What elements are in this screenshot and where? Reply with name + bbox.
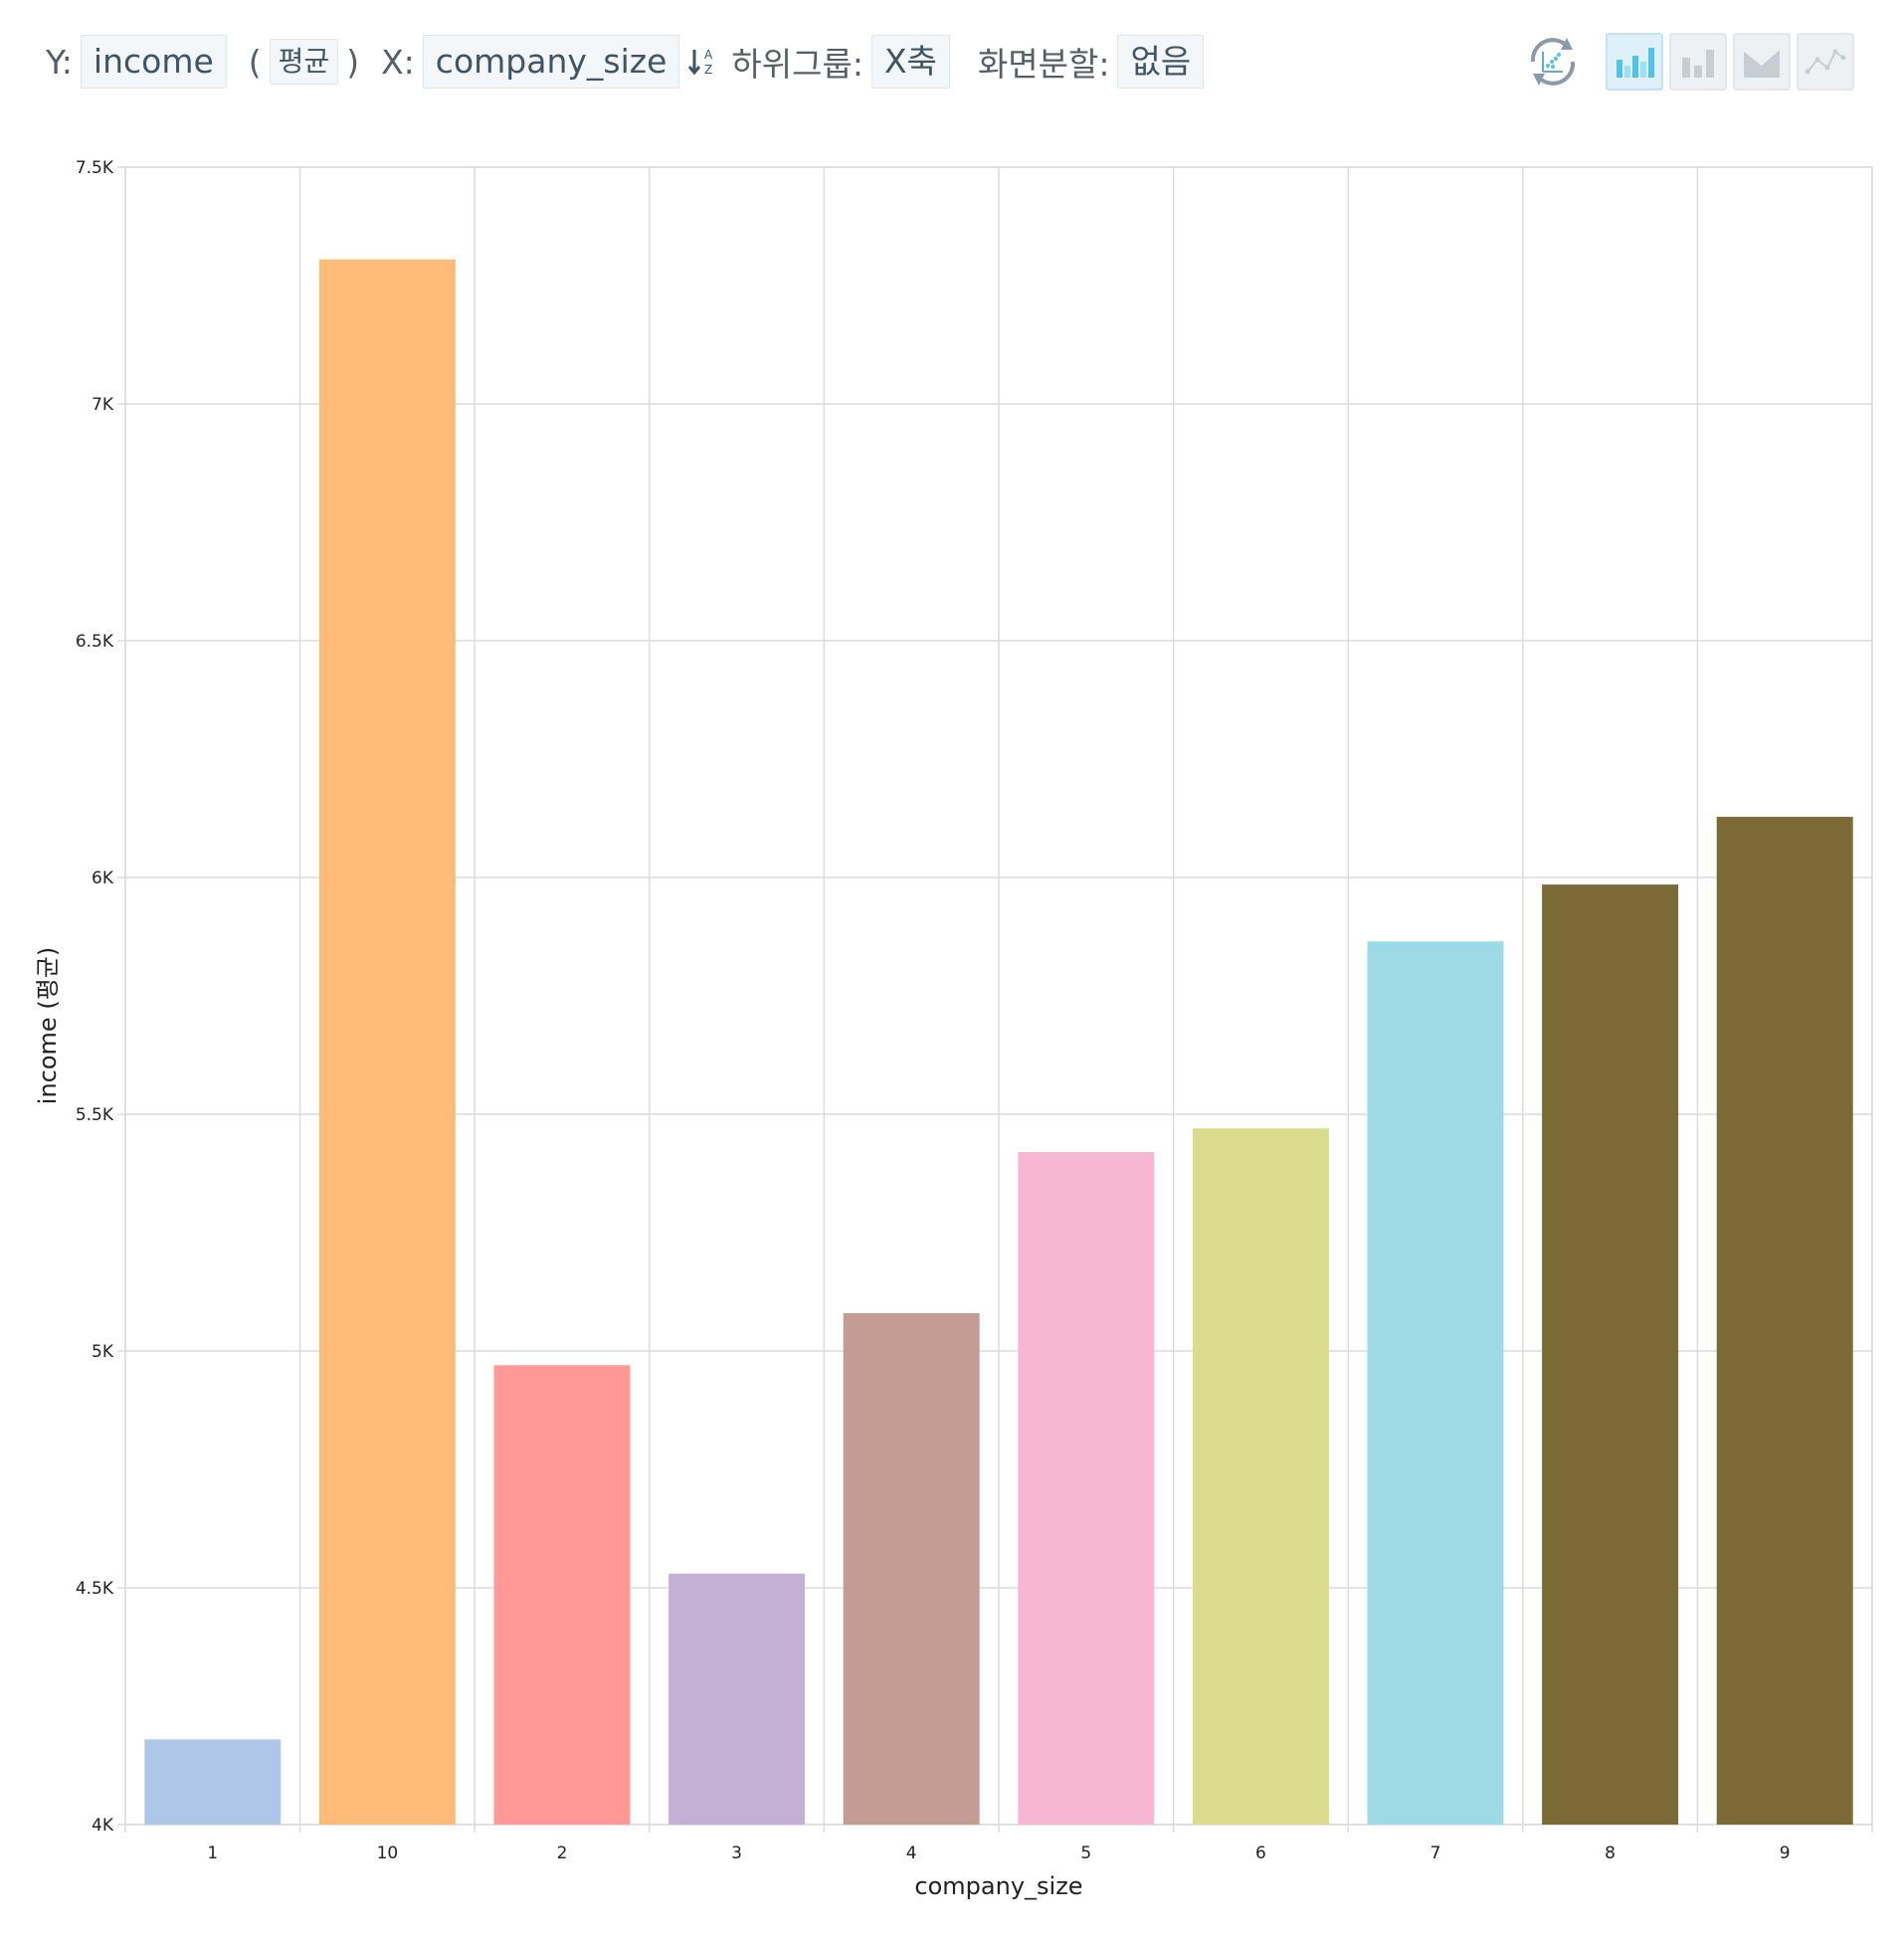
x-tick-label: 3 xyxy=(731,1843,742,1863)
bar-6[interactable] xyxy=(1192,1128,1329,1825)
paren-close: ) xyxy=(346,42,360,82)
y-axis-label: Y: xyxy=(46,42,73,82)
bar-8[interactable] xyxy=(1542,884,1679,1825)
x-tick-label: 10 xyxy=(377,1843,399,1863)
x-tick-label: 4 xyxy=(906,1843,917,1863)
y-tick-label: 6.5K xyxy=(76,632,114,652)
svg-text:Z: Z xyxy=(704,63,712,77)
bar-1[interactable] xyxy=(144,1739,282,1825)
y-tick-label: 5K xyxy=(92,1342,114,1362)
y-tick-label: 7K xyxy=(92,395,114,415)
bar-chart-icon[interactable] xyxy=(1606,33,1663,91)
sort-alpha-icon[interactable]: A Z xyxy=(687,46,717,78)
x-axis-title: company_size xyxy=(914,1872,1082,1900)
x-field-select[interactable]: company_size xyxy=(422,35,680,89)
x-tick-label: 5 xyxy=(1080,1843,1091,1863)
split-label: 화면분할: xyxy=(977,45,1110,84)
x-tick-label: 8 xyxy=(1605,1843,1616,1863)
chart-bars xyxy=(144,259,1853,1825)
line-chart-icon[interactable] xyxy=(1797,33,1854,91)
svg-text:A: A xyxy=(704,48,713,62)
refresh-scatter-icon[interactable] xyxy=(1522,31,1584,93)
bar-7[interactable] xyxy=(1367,941,1504,1825)
area-chart-icon[interactable] xyxy=(1733,33,1791,91)
x-tick-label: 2 xyxy=(557,1843,568,1863)
bar-10[interactable] xyxy=(318,259,456,1825)
aggregation-select[interactable]: 평균 xyxy=(269,39,339,85)
x-tick-label: 9 xyxy=(1780,1843,1791,1863)
x-axis-label: X: xyxy=(381,42,415,82)
y-tick-label: 5.5K xyxy=(76,1105,114,1125)
y-tick-label: 6K xyxy=(92,869,114,888)
chart-controls xyxy=(1522,30,1860,94)
bar-2[interactable] xyxy=(493,1365,631,1825)
paren-open: ( xyxy=(248,42,262,82)
y-tick-label: 4K xyxy=(92,1816,114,1836)
y-axis-title: income (평균) xyxy=(34,947,62,1104)
subgroup-select[interactable]: X축 xyxy=(870,35,950,89)
y-field-select[interactable]: income xyxy=(80,35,227,89)
x-tick-label: 7 xyxy=(1430,1843,1441,1863)
chart-ticks: 4K 4.5K 5K 5.5K 6K 6.5K 7K 7.5K 1 10 2 3 4 5 6 7 8 9 xyxy=(76,158,1791,1863)
split-select[interactable]: 없음 xyxy=(1117,35,1205,89)
subgroup-label: 하위그룹: xyxy=(731,45,863,84)
y-tick-label: 7.5K xyxy=(76,158,114,178)
bar-4[interactable] xyxy=(843,1312,980,1825)
y-tick-label: 4.5K xyxy=(76,1579,114,1599)
chart-config-toolbar: Y: income ( 평균 ) X: company_size A Z 하위그… xyxy=(46,35,1205,89)
bar-5[interactable] xyxy=(1018,1152,1155,1825)
bar-9[interactable] xyxy=(1716,817,1853,1825)
x-tick-label: 6 xyxy=(1255,1843,1266,1863)
x-tick-label: 1 xyxy=(207,1843,218,1863)
bar-3[interactable] xyxy=(668,1573,806,1825)
bar-chart-gray-icon[interactable] xyxy=(1669,33,1727,91)
